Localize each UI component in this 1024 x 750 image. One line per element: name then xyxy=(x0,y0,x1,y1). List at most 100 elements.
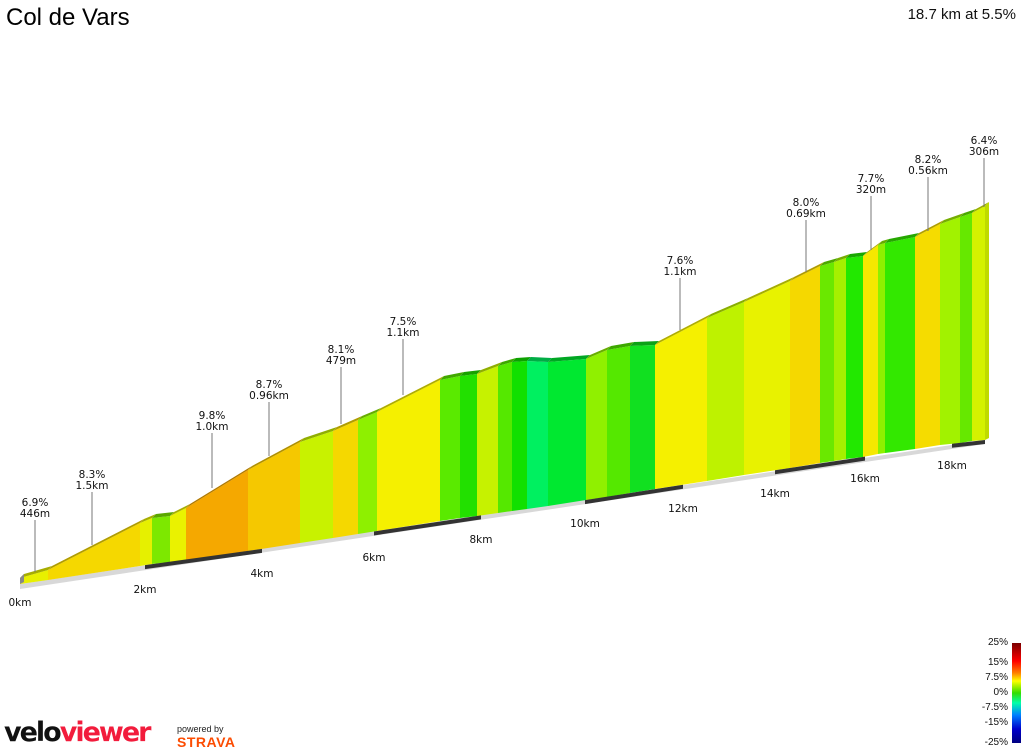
gradient-segment xyxy=(152,516,170,564)
gradient-segment xyxy=(834,258,846,461)
segment-top-face xyxy=(498,358,516,366)
segment-top-face xyxy=(915,220,944,237)
segment-top-face xyxy=(707,298,748,318)
legend-label: -7.5% xyxy=(981,702,1008,713)
segment-top-face xyxy=(607,342,634,350)
callout-length: 1.0km xyxy=(195,421,228,433)
segment-top-face xyxy=(460,370,481,376)
legend-label: 7.5% xyxy=(985,672,1008,683)
callout-length: 0.96km xyxy=(249,390,289,402)
gradient-segment xyxy=(586,350,607,500)
segment-top-face xyxy=(170,504,190,516)
legend-label: 15% xyxy=(987,657,1008,668)
segment-top-face xyxy=(358,408,381,420)
gradient-segment xyxy=(972,206,985,441)
gradient-segment xyxy=(630,345,655,493)
gradient-segment xyxy=(186,470,248,560)
callout-gradient: 7.5% xyxy=(390,316,417,328)
gradient-segment xyxy=(48,523,140,580)
gradient-segment xyxy=(477,366,498,516)
gradient-segment xyxy=(790,266,820,468)
gradient-segment xyxy=(248,442,300,551)
legend-label: -15% xyxy=(984,717,1008,728)
gradient-segment xyxy=(333,420,358,538)
callout-gradient: 7.6% xyxy=(667,255,694,267)
segment-top-face xyxy=(846,252,867,258)
km-band xyxy=(145,548,262,570)
segment-top-face xyxy=(655,314,711,345)
gradient-segment xyxy=(915,224,940,449)
segment-top-face xyxy=(300,427,337,442)
callout-gradient: 6.4% xyxy=(971,135,998,147)
segment-top-face xyxy=(48,519,144,570)
x-axis-tick-label: 16km xyxy=(850,473,880,485)
gradient-segment xyxy=(170,508,186,562)
gradient-segment xyxy=(460,374,477,518)
legend-label: 25% xyxy=(987,637,1008,648)
segment-top-face xyxy=(960,209,976,217)
segment-top-face xyxy=(863,241,882,256)
km-band xyxy=(585,484,683,505)
callout-length: 0.56km xyxy=(908,165,948,177)
gradient-segment xyxy=(358,412,377,534)
elevation-profile-chart: 0km2km4km6km8km10km12km14km16km18km6.9%4… xyxy=(9,135,1000,609)
powered-by-text: powered by xyxy=(177,724,224,734)
segment-top-face xyxy=(20,566,52,578)
x-axis-tick-label: 6km xyxy=(363,552,386,564)
segment-top-face xyxy=(477,362,502,374)
x-axis-tick-label: 10km xyxy=(570,518,600,530)
callout-length: 1.5km xyxy=(75,480,108,492)
legend-label: 0% xyxy=(993,687,1008,698)
gradient-segment xyxy=(878,243,885,454)
x-axis-tick-label: 0km xyxy=(9,597,32,609)
callout-gradient: 8.2% xyxy=(915,154,942,166)
gradient-segment xyxy=(863,245,878,457)
segment-top-face xyxy=(878,239,889,245)
gradient-segment xyxy=(440,376,460,521)
segment-top-face xyxy=(333,416,362,431)
callout-gradient: 9.8% xyxy=(199,410,226,422)
gradient-segment xyxy=(707,302,744,481)
segment-top-face xyxy=(377,376,444,412)
segment-top-face xyxy=(885,233,919,243)
x-axis-tick-label: 14km xyxy=(760,488,790,500)
callout-length: 306m xyxy=(969,146,999,158)
segment-top-face xyxy=(940,213,964,224)
gradient-segment xyxy=(820,262,834,463)
veloviewer-logo: veloviewer xyxy=(4,717,151,748)
page-title: Col de Vars xyxy=(6,4,130,31)
segment-top-face xyxy=(512,357,531,362)
callout-gradient: 6.9% xyxy=(22,497,49,509)
segment-top-face xyxy=(152,512,174,518)
segment-top-face xyxy=(186,466,252,508)
x-axis-tick-label: 18km xyxy=(937,460,967,472)
gradient-segment xyxy=(607,346,630,497)
segment-top-face xyxy=(630,341,659,346)
segment-top-face xyxy=(834,254,850,262)
gradient-segment xyxy=(885,237,915,453)
callout-length: 1.1km xyxy=(386,327,419,339)
segment-top-face xyxy=(440,372,464,380)
callout-gradient: 8.7% xyxy=(256,379,283,391)
gradient-segment xyxy=(655,318,707,489)
callout-length: 446m xyxy=(20,508,50,520)
callout-gradient: 8.0% xyxy=(793,197,820,209)
gradient-segment xyxy=(527,361,548,509)
gradient-segment xyxy=(960,213,972,443)
gradient-color-scale xyxy=(1012,643,1021,743)
profile-end-face xyxy=(985,202,989,440)
segment-top-face xyxy=(972,202,989,213)
km-band xyxy=(952,440,985,448)
strava-logo: STRAVA xyxy=(177,734,236,750)
gradient-segment xyxy=(300,431,333,543)
x-axis-tick-label: 12km xyxy=(668,503,698,515)
gradient-segment xyxy=(140,518,152,566)
gradient-segment xyxy=(548,359,586,506)
segment-top-face xyxy=(790,262,824,281)
segment-top-face xyxy=(140,514,156,523)
legend-label: -25% xyxy=(984,737,1008,748)
logo-velo: velo xyxy=(4,717,62,748)
segment-top-face xyxy=(586,346,611,359)
segment-top-face xyxy=(527,357,552,362)
gradient-segment xyxy=(512,361,527,511)
